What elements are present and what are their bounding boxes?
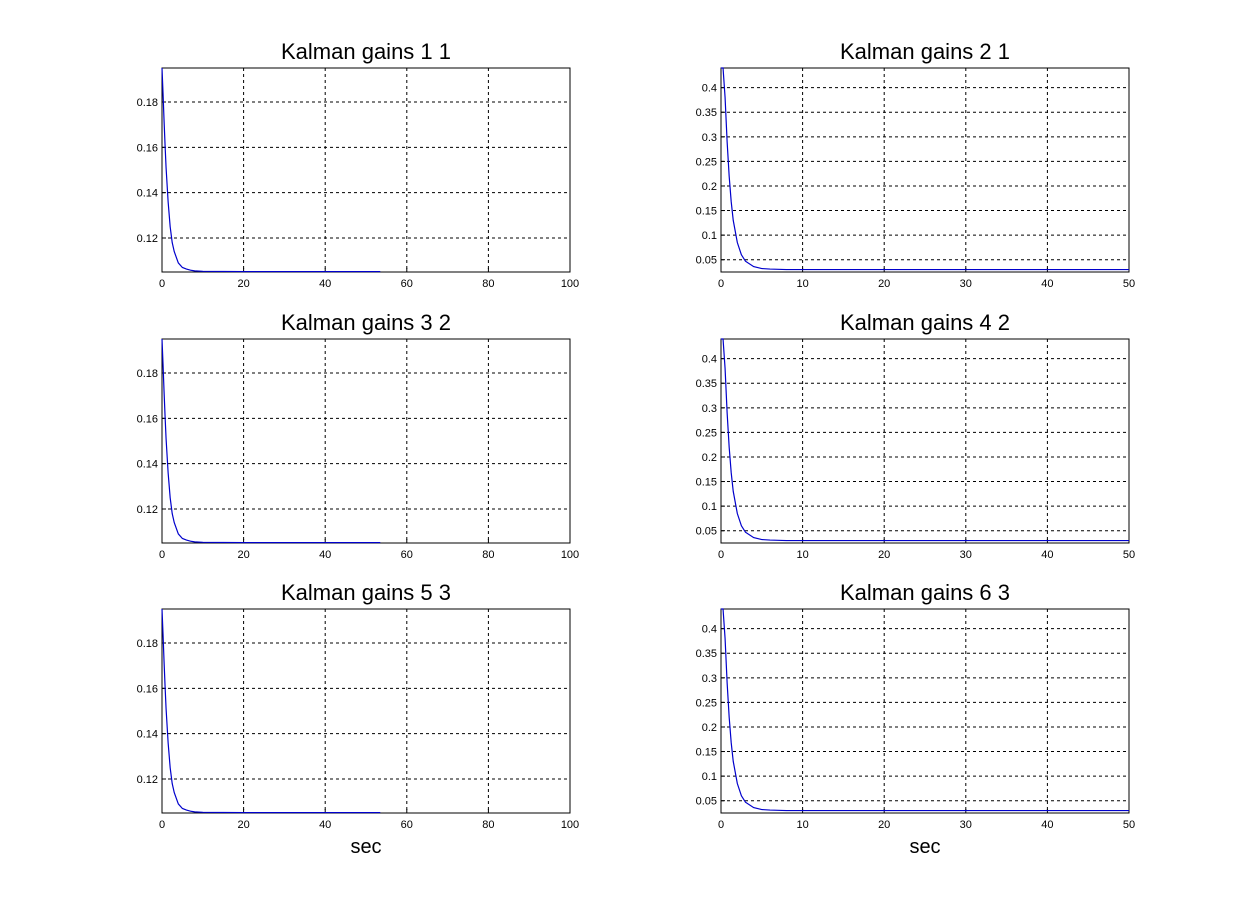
x-tick-label: 40 [1041,278,1053,290]
subplot-title: Kalman gains 1 1 [281,39,451,64]
x-tick-label: 0 [718,549,724,561]
y-tick-label: 0.16 [137,413,158,425]
x-tick-label: 40 [319,278,331,290]
x-tick-label: 10 [796,278,808,290]
x-tick-label: 30 [960,819,972,831]
x-tick-label: 30 [960,549,972,561]
x-tick-label: 60 [401,549,413,561]
series-line [721,338,1129,542]
y-tick-label: 0.4 [702,83,717,95]
subplot-3: Kalman gains 3 2 0 20 40 60 80 100 0.12 0.14 0.16… [137,310,580,561]
y-tick-label: 0.2 [702,722,717,734]
x-tick-label: 80 [482,819,494,831]
y-tick-label: 0.05 [696,526,717,538]
x-tick-label: 60 [401,819,413,831]
y-tick-label: 0.05 [696,255,717,267]
x-tick-label: 20 [237,549,249,561]
x-tick-label: 10 [796,819,808,831]
y-tick-label: 0.35 [696,648,717,660]
y-tick-label: 0.18 [137,638,158,650]
x-tick-label: 50 [1123,278,1135,290]
x-tick-label: 40 [319,549,331,561]
subplot-title: Kalman gains 6 3 [840,580,1010,605]
y-tick-label: 0.25 [696,427,717,439]
y-tick-label: 0.3 [702,673,717,685]
x-tick-label: 40 [319,819,331,831]
x-tick-label: 30 [960,278,972,290]
x-tick-label: 0 [718,278,724,290]
x-tick-label: 40 [1041,819,1053,831]
x-tick-label: 60 [401,278,413,290]
y-tick-label: 0.1 [702,771,717,783]
x-tick-label: 0 [159,278,165,290]
y-tick-label: 0.4 [702,354,717,366]
x-tick-label: 20 [237,819,249,831]
y-tick-label: 0.14 [137,459,158,471]
y-tick-label: 0.3 [702,132,717,144]
x-tick-label: 10 [796,549,808,561]
x-tick-label: 40 [1041,549,1053,561]
x-axis-label: sec [350,836,381,858]
x-tick-label: 0 [718,819,724,831]
y-tick-label: 0.14 [137,729,158,741]
x-tick-label: 100 [561,549,579,561]
y-tick-label: 0.12 [137,233,158,245]
y-tick-label: 0.16 [137,142,158,154]
x-tick-label: 20 [878,819,890,831]
subplot-4: Kalman gains 4 2 0 10 20 30 40 50 0.05 0.1 0.15 0.… [696,310,1136,561]
y-tick-label: 0.15 [696,206,717,218]
subplot-1: Kalman gains 1 1 0 20 40 60 80 100 0.12 0.14 0.16… [137,39,580,290]
y-tick-label: 0.16 [137,683,158,695]
x-tick-label: 100 [561,278,579,290]
series-line [161,608,381,814]
y-tick-label: 0.25 [696,697,717,709]
x-tick-label: 50 [1123,549,1135,561]
y-tick-label: 0.15 [696,477,717,489]
x-tick-label: 50 [1123,819,1135,831]
y-tick-label: 0.25 [696,156,717,168]
y-tick-label: 0.35 [696,107,717,119]
y-tick-label: 0.12 [137,774,158,786]
subplot-title: Kalman gains 4 2 [840,310,1010,335]
x-tick-label: 80 [482,278,494,290]
series-line [161,67,381,273]
y-tick-label: 0.1 [702,501,717,513]
x-tick-label: 0 [159,819,165,831]
y-tick-label: 0.12 [137,504,158,516]
y-tick-label: 0.18 [137,97,158,109]
subplot-5: Kalman gains 5 3 0 20 40 60 80 100 0.12 0.14 0.16… [137,580,580,858]
y-tick-label: 0.14 [137,188,158,200]
x-tick-label: 20 [878,278,890,290]
subplot-title: Kalman gains 5 3 [281,580,451,605]
x-tick-label: 20 [878,549,890,561]
y-tick-label: 0.35 [696,378,717,390]
y-tick-label: 0.4 [702,624,717,636]
subplot-title: Kalman gains 3 2 [281,310,451,335]
subplot-6: Kalman gains 6 3 0 10 20 30 40 50 0.05 0.1 0.15 0.… [696,580,1136,858]
y-tick-label: 0.15 [696,747,717,759]
subplot-title: Kalman gains 2 1 [840,39,1010,64]
series-line [721,608,1129,812]
x-tick-label: 20 [237,278,249,290]
series-line [161,338,381,544]
axes-box [720,608,1130,814]
y-tick-label: 0.2 [702,452,717,464]
x-tick-label: 100 [561,819,579,831]
y-tick-label: 0.18 [137,368,158,380]
x-tick-label: 0 [159,549,165,561]
y-tick-label: 0.2 [702,181,717,193]
y-tick-label: 0.05 [696,796,717,808]
y-tick-label: 0.3 [702,403,717,415]
axes-box [720,338,1130,544]
series-line [721,67,1129,271]
x-tick-label: 80 [482,549,494,561]
axes-box [720,67,1130,273]
y-tick-label: 0.1 [702,230,717,242]
subplot-2: Kalman gains 2 1 0 10 20 30 40 50 0.05 0.1 0.15 0.… [696,39,1136,290]
x-axis-label: sec [909,836,940,858]
